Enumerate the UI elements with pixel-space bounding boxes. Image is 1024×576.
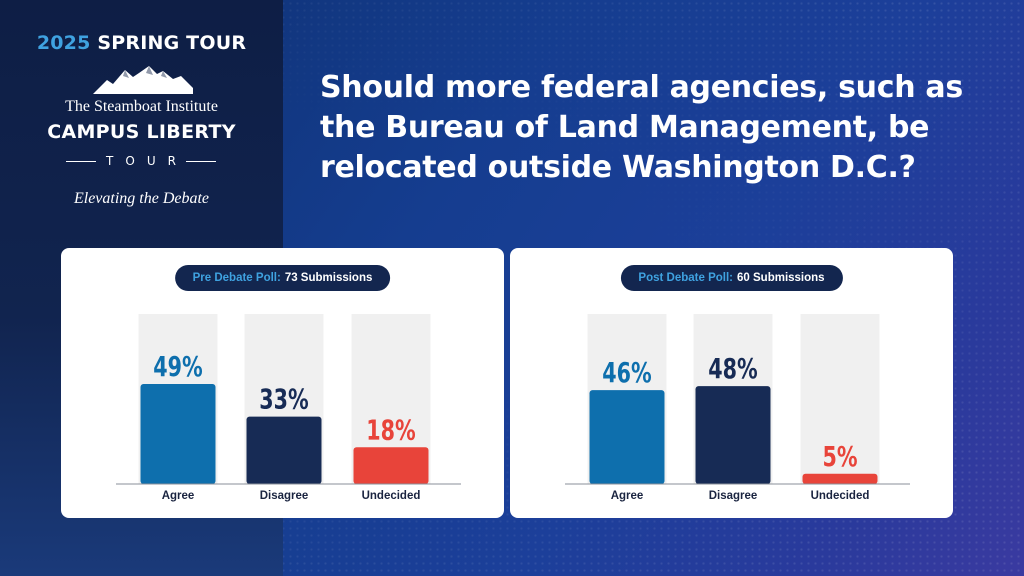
bar-undecided: [802, 473, 878, 484]
org-name: The Steamboat Institute: [65, 98, 218, 115]
divider-line: [185, 160, 216, 162]
bar-track-undecided: [800, 314, 880, 484]
program-name: CAMPUS LIBERTY: [47, 121, 236, 143]
poll-label: Pre Debate Poll:: [192, 272, 281, 284]
tour-year: 2025: [36, 32, 91, 54]
value-label-disagree: 33%: [259, 384, 308, 417]
bar-disagree: [695, 386, 771, 484]
tour-word: TOUR: [106, 154, 188, 168]
poll-label: Post Debate Poll:: [638, 272, 734, 284]
pre-debate-bar-chart: 49% Agree 33% Disagree 18% Undecided: [116, 314, 461, 502]
value-label-agree: 46%: [602, 357, 651, 390]
pre-debate-poll-card: 49% Agree 33% Disagree 18% Undecided Pre Deba…: [61, 248, 504, 518]
tour-title: 2025 SPRING TOUR: [0, 32, 283, 54]
post-debate-poll-card: 46% Agree 48% Disagree 5% Undecided Post Deba…: [510, 248, 953, 518]
category-label-disagree: Disagree: [260, 490, 309, 502]
bar-undecided: [353, 447, 429, 484]
category-label-undecided: Undecided: [362, 490, 421, 502]
value-label-disagree: 48%: [708, 353, 757, 386]
pre-debate-poll-badge: Pre Debate Poll: 73 Submissions: [174, 265, 391, 291]
post-debate-poll-badge: Post Debate Poll: 60 Submissions: [620, 265, 843, 291]
tagline: Elevating the Debate: [73, 190, 210, 207]
poll-count: 73 Submissions: [284, 272, 373, 284]
divider-line: [66, 160, 97, 162]
tour-season: SPRING TOUR: [97, 32, 247, 54]
bar-agree: [589, 390, 665, 484]
category-label-disagree: Disagree: [709, 490, 758, 502]
category-label-agree: Agree: [611, 490, 644, 502]
value-label-undecided: 18%: [366, 414, 415, 447]
mountains-logo-icon: [93, 66, 193, 94]
poll-count: 60 Submissions: [737, 272, 825, 284]
bar-disagree: [246, 416, 322, 484]
value-label-undecided: 5%: [822, 441, 857, 474]
category-label-undecided: Undecided: [811, 490, 870, 502]
tour-wordmark: TOUR: [66, 154, 216, 168]
post-debate-bar-chart: 46% Agree 48% Disagree 5% Undecided: [565, 314, 910, 502]
value-label-agree: 49%: [153, 351, 202, 384]
category-label-agree: Agree: [162, 490, 195, 502]
poll-question: Should more federal agencies, such as th…: [320, 70, 963, 185]
bar-agree: [140, 384, 216, 484]
